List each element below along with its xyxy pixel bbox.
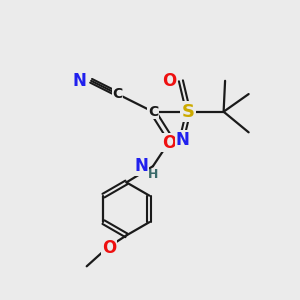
Text: C: C: [112, 87, 123, 101]
Text: C: C: [148, 105, 158, 119]
Text: N: N: [73, 72, 87, 90]
Text: H: H: [148, 168, 158, 181]
Text: S: S: [182, 103, 195, 121]
Text: O: O: [162, 72, 176, 90]
Text: N: N: [176, 131, 190, 149]
Text: N: N: [135, 157, 148, 175]
Text: O: O: [102, 239, 116, 257]
Text: O: O: [162, 134, 176, 152]
